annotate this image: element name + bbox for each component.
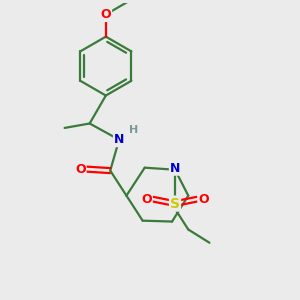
Text: N: N <box>170 162 180 175</box>
Text: O: O <box>141 193 152 206</box>
Text: N: N <box>114 133 124 146</box>
Text: O: O <box>198 193 209 206</box>
Text: O: O <box>75 163 86 176</box>
Text: O: O <box>100 8 111 21</box>
Text: S: S <box>170 196 180 211</box>
Text: H: H <box>129 125 138 135</box>
